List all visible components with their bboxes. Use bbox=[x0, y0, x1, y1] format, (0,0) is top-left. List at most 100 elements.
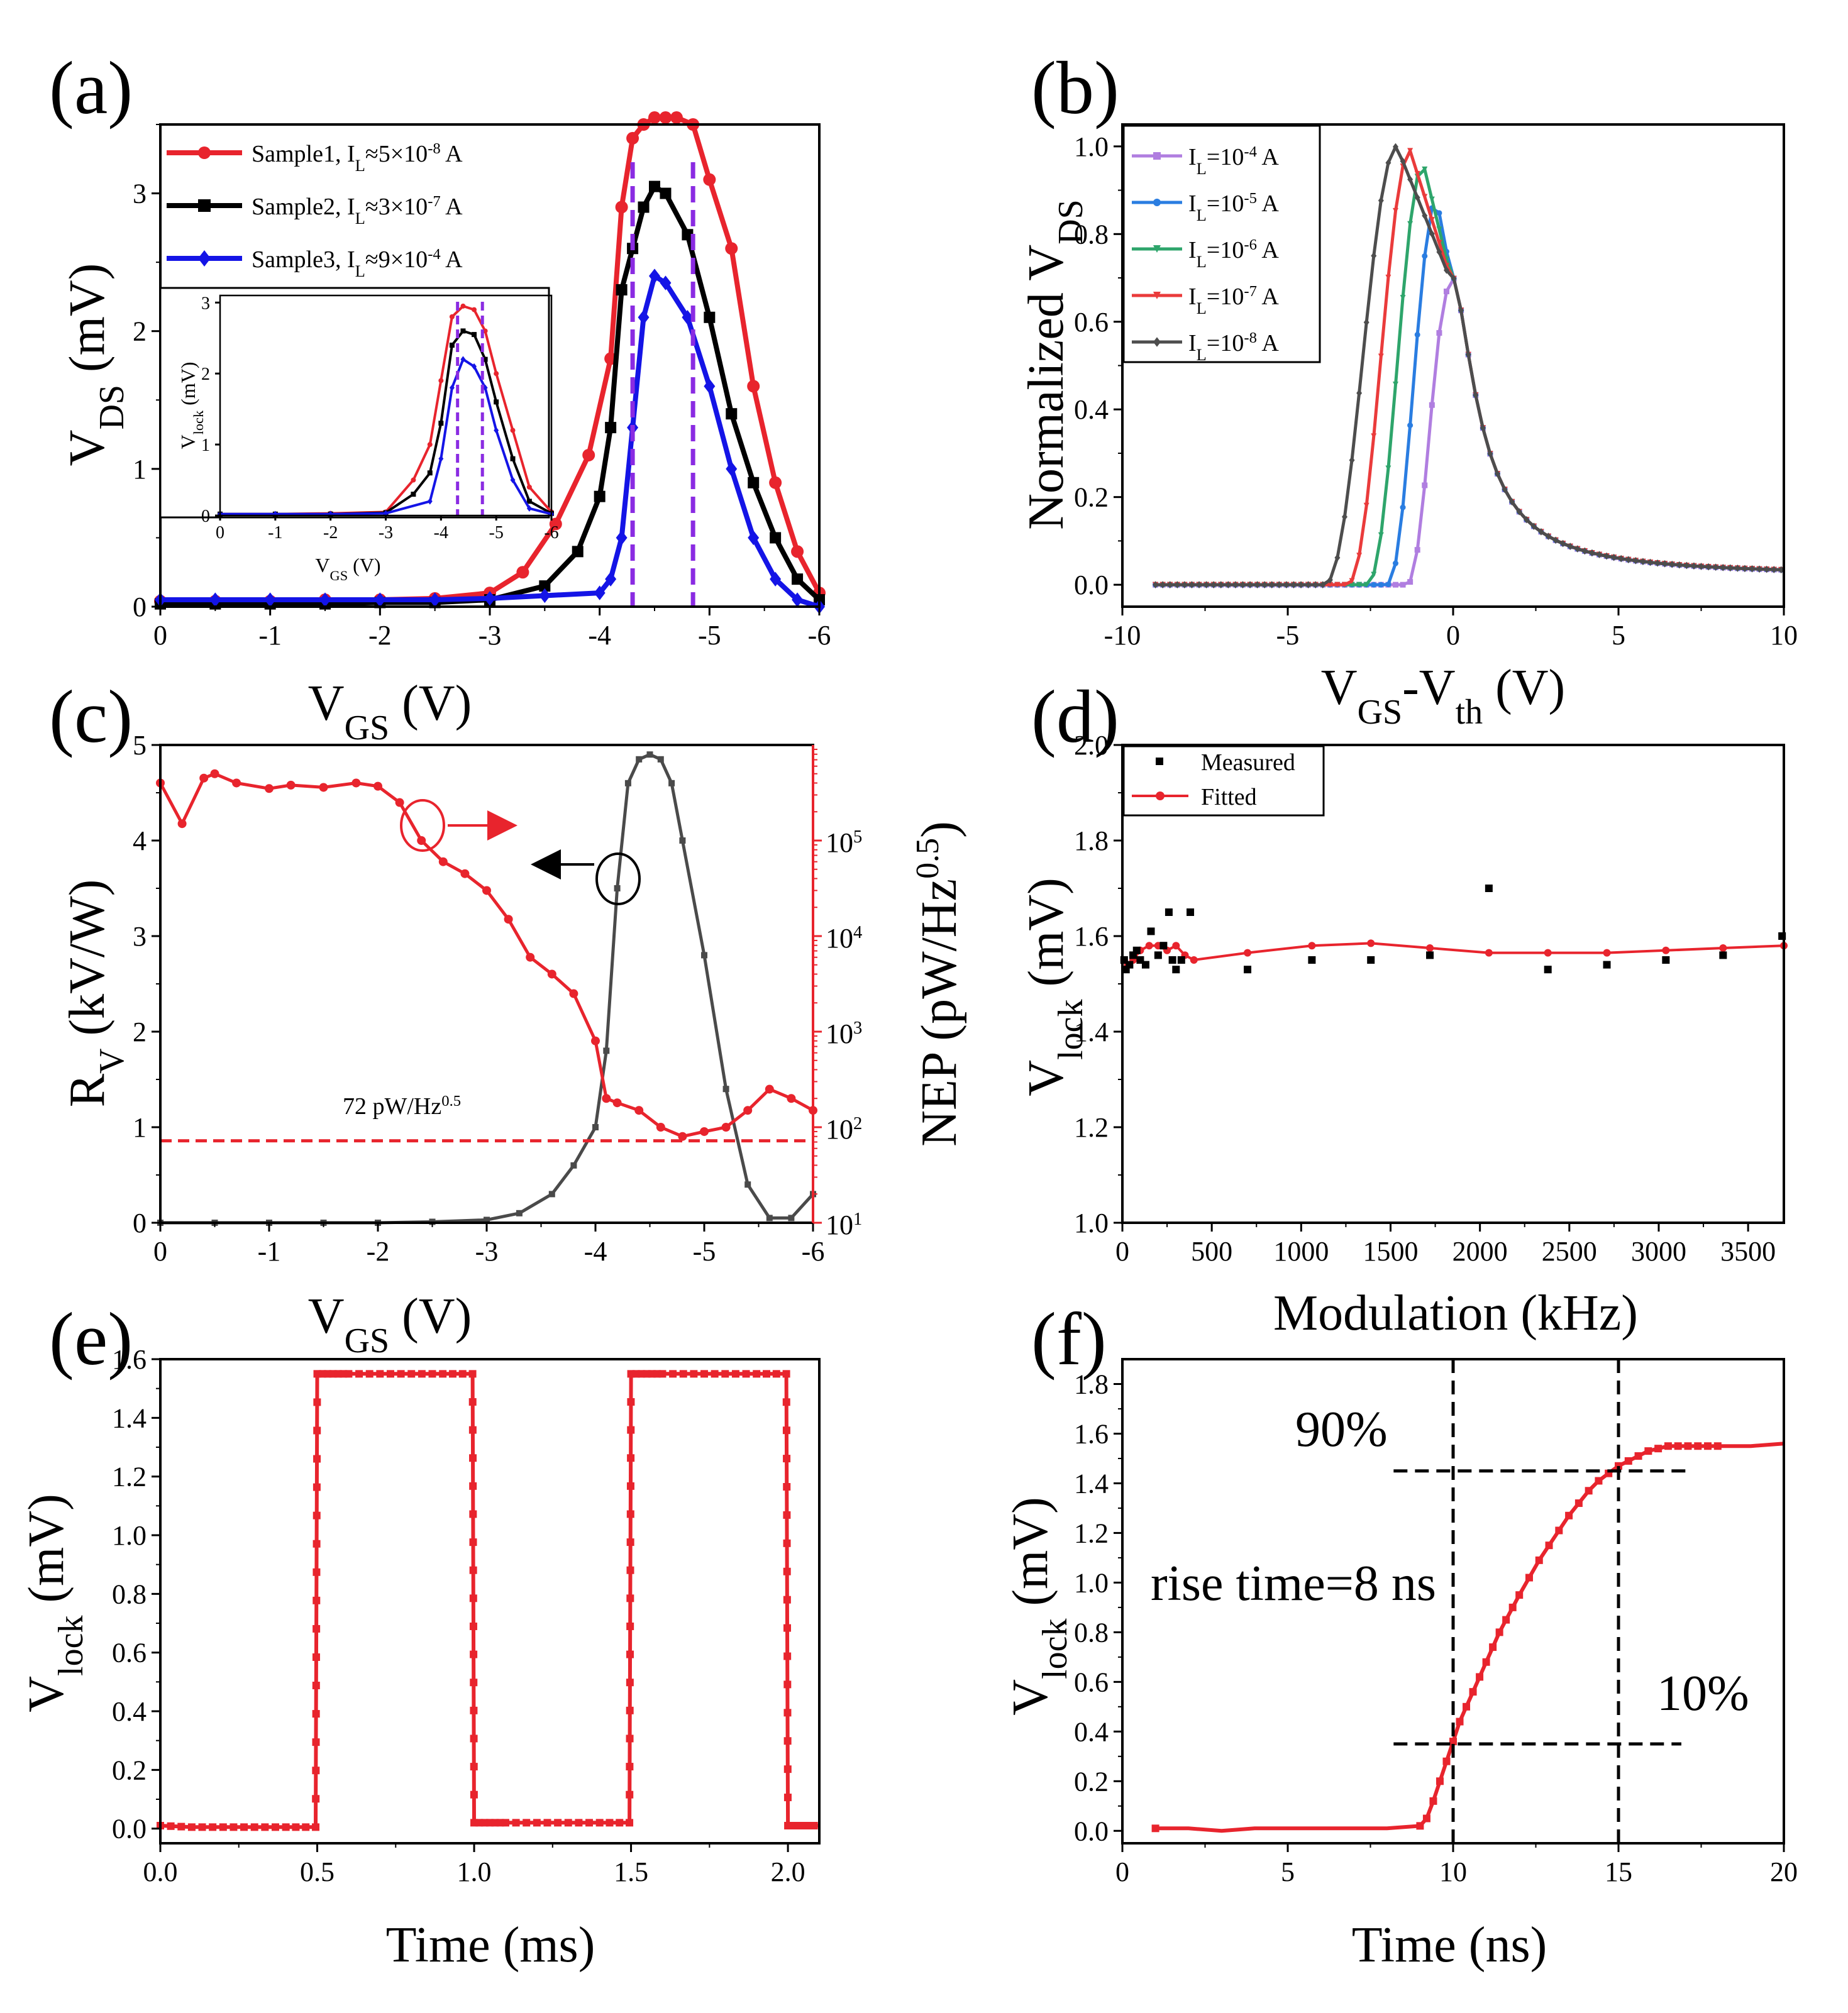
inset-data-point bbox=[427, 498, 433, 505]
legend-label-part: ≈5×10 bbox=[365, 141, 428, 167]
y-tick-label: 3 bbox=[133, 179, 147, 209]
right-tick-label-part: 3 bbox=[853, 1018, 862, 1038]
data-point-vlock bbox=[1495, 1628, 1503, 1636]
y-axis-title-part: DS bbox=[92, 385, 131, 430]
x-tick-label: -4 bbox=[584, 1236, 607, 1267]
data-point-vlock bbox=[470, 1706, 478, 1714]
data-point-vlock bbox=[1422, 1814, 1430, 1823]
x-tick-label: 5 bbox=[1612, 620, 1625, 651]
x-tick-label: 0 bbox=[153, 620, 167, 651]
y-tick-label: 0 bbox=[133, 1208, 147, 1238]
data-point-vlock bbox=[312, 1767, 320, 1775]
data-point-Sample3 bbox=[748, 530, 760, 546]
legend-label-part: A bbox=[441, 194, 463, 220]
data-point-measured bbox=[1126, 961, 1134, 969]
data-point-NEP bbox=[265, 784, 274, 793]
x-tick-label: 0.0 bbox=[143, 1856, 178, 1887]
data-point-I_L=10^-8 A bbox=[1756, 565, 1762, 573]
x-tick-label: -1 bbox=[268, 523, 282, 543]
y-tick-label: 0.0 bbox=[1074, 570, 1109, 600]
data-point-NEP bbox=[460, 869, 470, 878]
x-tick-label: 10 bbox=[1439, 1856, 1467, 1887]
data-point-vlock bbox=[753, 1370, 761, 1378]
x-tick-label: 500 bbox=[1191, 1236, 1232, 1267]
data-point-vlock bbox=[312, 1653, 320, 1661]
data-point-NEP bbox=[634, 1106, 644, 1115]
data-point-I_L=10^-8 A bbox=[1232, 581, 1239, 588]
data-point-NEP bbox=[569, 989, 578, 998]
data-point-vlock bbox=[626, 1482, 634, 1490]
inset-data-point bbox=[482, 356, 488, 362]
data-point-vlock bbox=[626, 1706, 634, 1714]
legend-label-part: A bbox=[1257, 330, 1279, 356]
data-point-I_L=10^-5 A bbox=[1400, 504, 1406, 510]
data-point-vlock bbox=[783, 1709, 792, 1717]
legend-label-part: L bbox=[355, 156, 365, 175]
data-point-NEP bbox=[395, 798, 404, 807]
data-point-I_L=10^-8 A bbox=[1334, 554, 1341, 562]
legend-label-part: I bbox=[1188, 144, 1197, 170]
data-point-measured bbox=[1165, 908, 1173, 916]
data-point-vlock bbox=[1634, 1452, 1642, 1460]
data-point-Sample2 bbox=[539, 580, 551, 592]
data-point-I_L=10^-6 A bbox=[1400, 295, 1406, 301]
data-point-Sample3 bbox=[374, 592, 386, 607]
inset-frame bbox=[159, 287, 550, 519]
data-point-I_L=10^-8 A bbox=[1574, 545, 1581, 553]
data-point-fitted bbox=[1544, 949, 1552, 957]
data-point-vlock bbox=[626, 1594, 634, 1602]
data-point-vlock bbox=[626, 1819, 634, 1827]
data-point-vlock bbox=[575, 1819, 583, 1827]
inset-data-point bbox=[427, 442, 433, 448]
right-tick-label-part: 10 bbox=[826, 923, 853, 954]
inset-data-point bbox=[494, 399, 499, 405]
y-axis-title: Vlock (mV) bbox=[1019, 878, 1090, 1096]
data-point-measured bbox=[1154, 951, 1162, 959]
data-point-I_L=10^-8 A bbox=[1225, 581, 1231, 588]
inset-data-point bbox=[472, 332, 477, 338]
data-point-Sample1 bbox=[626, 131, 639, 145]
y-tick-label: 3 bbox=[133, 921, 147, 952]
data-point-I_L=10^-8 A bbox=[1443, 266, 1449, 274]
data-point-measured bbox=[1719, 951, 1727, 959]
data-point-I_L=10^-8 A bbox=[1254, 581, 1261, 588]
y-tick-label: 0.2 bbox=[1074, 482, 1109, 513]
x-axis-title-part: V bbox=[308, 676, 345, 731]
x-tick-label: 0 bbox=[153, 1236, 167, 1267]
y-axis-title-part: R bbox=[60, 1073, 115, 1107]
legend-swatch-marker bbox=[1153, 152, 1161, 160]
data-point-vlock bbox=[638, 1370, 646, 1378]
data-point-vlock bbox=[783, 1511, 791, 1519]
data-point-I_L=10^-8 A bbox=[1618, 554, 1624, 563]
data-point-vlock bbox=[1463, 1702, 1471, 1711]
x-axis-title: Modulation (kHz) bbox=[1273, 1286, 1638, 1341]
data-point-vlock bbox=[312, 1823, 320, 1831]
legend-label: Sample2, IL≈3×10-7 A bbox=[252, 193, 463, 228]
data-point-Sample3 bbox=[704, 378, 716, 394]
data-point-vlock bbox=[439, 1370, 447, 1378]
x-tick-label: -3 bbox=[479, 620, 502, 651]
legend-label-part: A bbox=[1257, 144, 1279, 170]
right-axis-title: NEP (pW/Hz0.5) bbox=[910, 821, 968, 1146]
x-tick-label: -5 bbox=[698, 620, 721, 651]
data-point-Sample3 bbox=[616, 530, 628, 546]
data-point-I_L=10^-8 A bbox=[1181, 581, 1188, 588]
data-point-vlock bbox=[616, 1819, 624, 1827]
data-point-Rv bbox=[657, 756, 664, 763]
data-point-vlock bbox=[783, 1765, 792, 1773]
data-point-NEP bbox=[787, 1094, 796, 1103]
x-axis-title-part: GS bbox=[1358, 693, 1403, 732]
data-point-I_L=10^-8 A bbox=[1392, 143, 1398, 151]
data-point-Sample1 bbox=[791, 545, 804, 558]
data-point-fitted bbox=[1308, 942, 1316, 950]
inset-data-point bbox=[526, 499, 532, 504]
y-axis-title-part: (mV) bbox=[1019, 878, 1074, 999]
data-point-vlock bbox=[250, 1823, 258, 1831]
data-point-Sample2 bbox=[726, 408, 738, 420]
y-tick-label: 4 bbox=[133, 825, 147, 856]
y-axis-title-part: Normalized V bbox=[1019, 245, 1074, 530]
inset-y-axis-title-part: (mV) bbox=[177, 362, 199, 411]
y-axis-title-part: V bbox=[1019, 1060, 1074, 1096]
x-tick-label: 0.5 bbox=[300, 1856, 335, 1887]
